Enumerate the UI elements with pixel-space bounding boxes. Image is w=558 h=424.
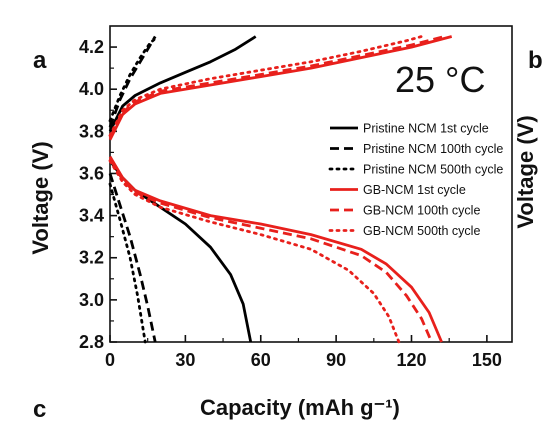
series-4-discharge-line bbox=[108, 157, 433, 343]
y-tick-label: 3.2 bbox=[79, 248, 104, 268]
x-tick-label: 90 bbox=[326, 350, 346, 370]
legend-label: GB-NCM 100th cycle bbox=[363, 204, 480, 218]
y-axis-title: Voltage (V) bbox=[28, 141, 53, 254]
y-tick-label: 2.8 bbox=[79, 332, 104, 352]
panel-label-a: a bbox=[33, 47, 47, 74]
y-axis-title-right: Voltage (V) bbox=[513, 115, 538, 228]
y-tick-label: 3.8 bbox=[79, 121, 104, 141]
y-tick-label: 4.2 bbox=[79, 37, 104, 57]
legend-label: Pristine NCM 100th cycle bbox=[363, 142, 503, 156]
x-tick-label: 0 bbox=[105, 350, 115, 370]
x-tick-label: 150 bbox=[472, 350, 502, 370]
y-tick-label: 3.6 bbox=[79, 163, 104, 183]
temperature-label: 25 °C bbox=[395, 59, 485, 100]
series-1-discharge-line bbox=[108, 173, 157, 343]
y-tick-label: 4.0 bbox=[79, 79, 104, 99]
y-tick-label: 3.0 bbox=[79, 290, 104, 310]
x-axis-title: Capacity (mAh g⁻¹) bbox=[200, 395, 400, 420]
series-0-charge-line bbox=[108, 35, 257, 132]
axis-ticks: 0 30 60 90 120 150 2.8 3.0 3.2 3.4 3.6 3.8 4.0 4.2 bbox=[79, 37, 502, 370]
series-4-charge-line bbox=[108, 35, 445, 139]
legend-label: GB-NCM 500th cycle bbox=[363, 224, 480, 238]
y-tick-label: 3.4 bbox=[79, 206, 104, 226]
x-tick-label: 30 bbox=[175, 350, 195, 370]
series-5-charge-line bbox=[108, 35, 424, 137]
series-2-charge-line bbox=[108, 35, 160, 123]
legend-label: Pristine NCM 1st cycle bbox=[363, 122, 489, 136]
panel-label-b: b bbox=[528, 47, 543, 74]
panel-label-c: c bbox=[33, 396, 46, 423]
x-tick-label: 60 bbox=[251, 350, 271, 370]
series-2-discharge-line bbox=[108, 182, 147, 344]
x-tick-label: 120 bbox=[396, 350, 426, 370]
legend-label: Pristine NCM 500th cycle bbox=[363, 163, 503, 177]
legend-label: GB-NCM 1st cycle bbox=[363, 183, 466, 197]
series-1-charge-line bbox=[108, 35, 157, 128]
series-5-discharge-line bbox=[108, 159, 401, 344]
data-curves bbox=[108, 35, 453, 344]
series-3-discharge-line bbox=[108, 155, 443, 343]
series-3-charge-line bbox=[108, 35, 453, 141]
legend: Pristine NCM 1st cycle Pristine NCM 100th… bbox=[328, 122, 503, 238]
